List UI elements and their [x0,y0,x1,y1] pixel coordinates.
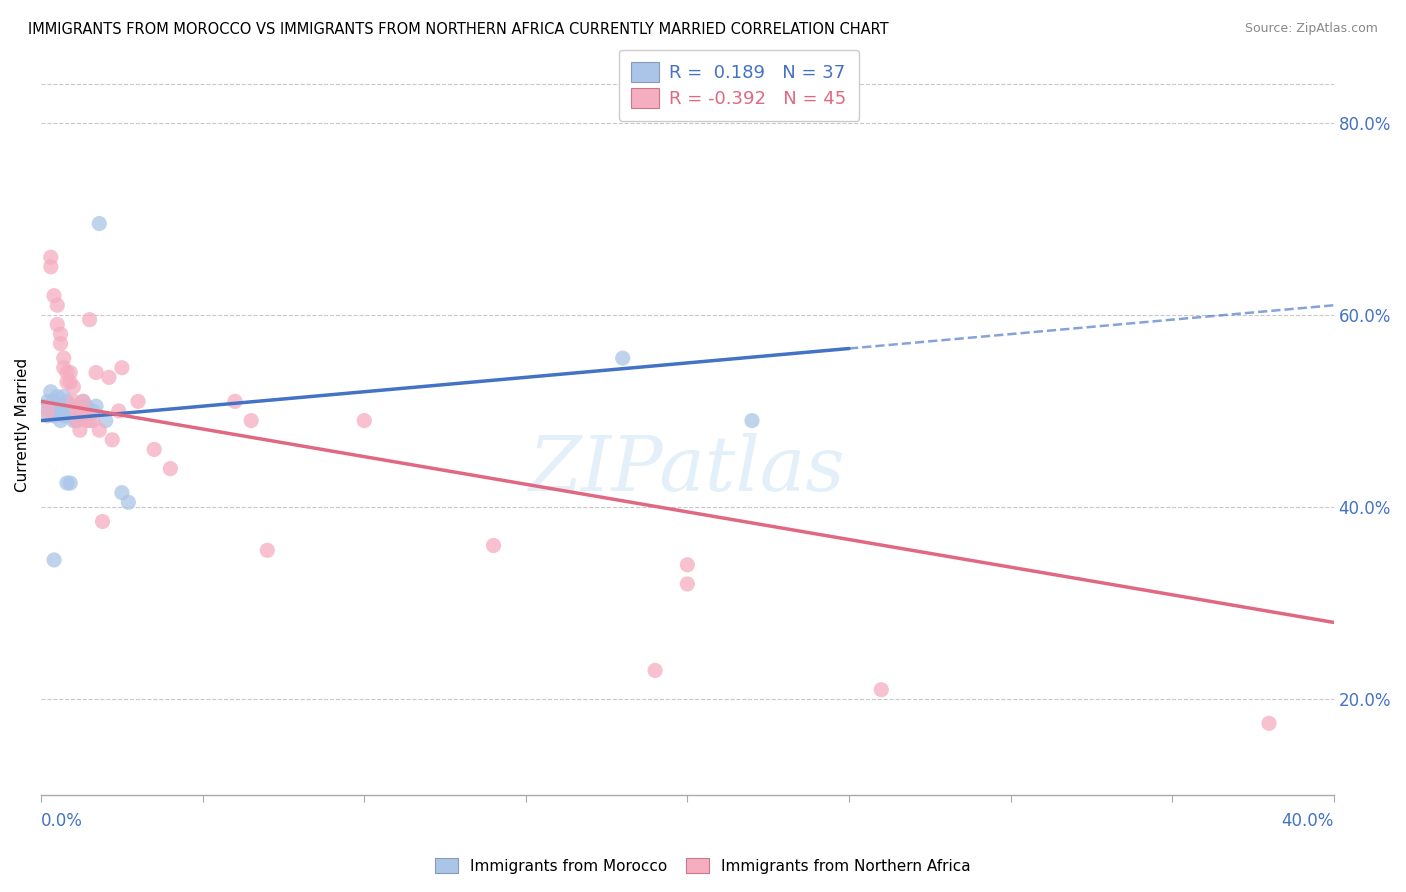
Point [49,404,72,418]
Point [46,298,69,312]
Point [69,423,91,437]
Point [72,404,94,418]
Point [1258,716,1281,731]
Point [89,217,111,231]
Point [741,414,763,428]
Point [52,399,75,413]
Point [69,404,91,418]
Point [870,682,893,697]
Point [52,351,75,365]
Point [84,399,107,413]
Point [66,399,89,413]
Point [117,495,139,509]
Text: IMMIGRANTS FROM MOROCCO VS IMMIGRANTS FROM NORTHERN AFRICA CURRENTLY MARRIED COR: IMMIGRANTS FROM MOROCCO VS IMMIGRANTS FR… [28,22,889,37]
Point [39,404,62,418]
Point [46,399,69,413]
Point [75,399,97,413]
Point [62,404,84,418]
Point [353,414,375,428]
Point [62,380,84,394]
Point [107,404,129,418]
Point [62,414,84,428]
Point [72,394,94,409]
Point [34,399,56,413]
Point [56,394,79,409]
Point [56,375,79,389]
Y-axis label: Currently Married: Currently Married [15,359,30,492]
Point [94,414,117,428]
Point [66,414,89,428]
Point [79,414,101,428]
Point [111,485,134,500]
Point [39,250,62,264]
Point [75,409,97,423]
Point [75,414,97,428]
Point [256,543,278,558]
Point [46,390,69,404]
Point [42,553,65,567]
Point [56,366,79,380]
Point [37,404,59,418]
Point [644,664,666,678]
Point [49,414,72,428]
Point [612,351,634,365]
Point [482,539,505,553]
Point [59,476,82,491]
Point [101,433,124,447]
Point [39,384,62,399]
Point [89,423,111,437]
Point [37,409,59,423]
Point [111,360,134,375]
Text: 0.0%: 0.0% [41,812,83,830]
Point [59,409,82,423]
Point [52,360,75,375]
Point [98,370,121,384]
Point [82,414,104,428]
Point [42,394,65,409]
Point [39,260,62,274]
Point [159,461,181,475]
Point [676,577,699,591]
Point [66,414,89,428]
Point [46,318,69,332]
Text: Source: ZipAtlas.com: Source: ZipAtlas.com [1244,22,1378,36]
Point [42,409,65,423]
Point [127,394,149,409]
Point [224,394,246,409]
Point [84,366,107,380]
Point [52,390,75,404]
Legend: Immigrants from Morocco, Immigrants from Northern Africa: Immigrants from Morocco, Immigrants from… [429,852,977,880]
Point [72,394,94,409]
Text: 40.0%: 40.0% [1281,812,1334,830]
Point [49,336,72,351]
Point [62,394,84,409]
Point [66,404,89,418]
Point [52,409,75,423]
Point [59,366,82,380]
Text: ZIPatlas: ZIPatlas [529,433,845,507]
Point [91,515,114,529]
Point [240,414,263,428]
Point [59,399,82,413]
Point [37,394,59,409]
Point [42,288,65,302]
Legend: R =  0.189   N = 37, R = -0.392   N = 45: R = 0.189 N = 37, R = -0.392 N = 45 [619,50,859,121]
Point [676,558,699,572]
Point [56,404,79,418]
Point [143,442,166,457]
Point [79,312,101,326]
Point [82,404,104,418]
Point [56,476,79,491]
Point [49,327,72,342]
Point [59,375,82,389]
